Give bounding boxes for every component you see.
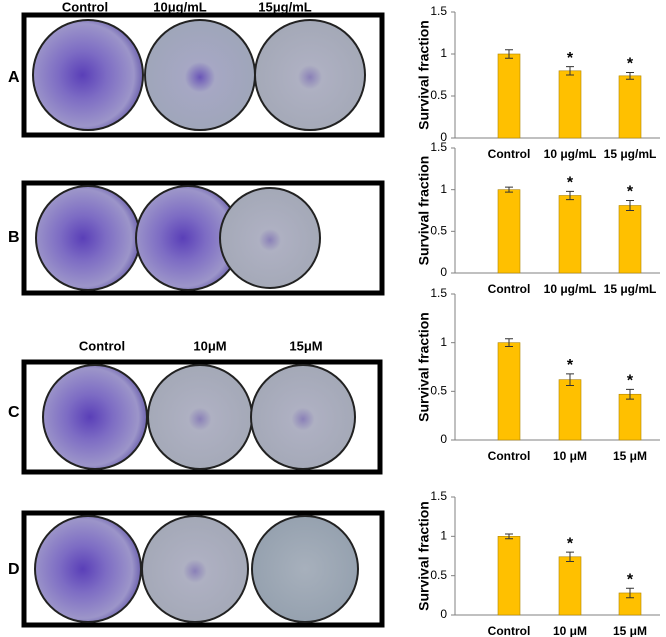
y-tick-label: 0 — [440, 432, 447, 446]
bar — [558, 379, 582, 441]
plate — [147, 364, 253, 470]
error-bar — [566, 66, 574, 76]
y-tick-label: 0.5 — [430, 224, 447, 238]
x-tick-label: 15 μg/mL — [604, 147, 657, 161]
plate — [250, 364, 356, 470]
plate-label: Control — [79, 338, 125, 353]
plate-label: 15μM — [289, 338, 322, 353]
x-tick-label: 10 μM — [553, 449, 587, 463]
y-tick-label: 1 — [440, 335, 447, 349]
x-tick-label: 15 μM — [613, 624, 647, 637]
x-tick-label: Control — [488, 449, 531, 463]
significance-mark: * — [627, 571, 634, 588]
y-tick-label: 1 — [440, 46, 447, 60]
y-tick-label: 1 — [440, 529, 447, 543]
plate — [219, 187, 321, 289]
error-bar — [505, 186, 513, 193]
bar — [618, 205, 642, 274]
y-axis-title: Survival fraction — [416, 156, 432, 266]
significance-mark: * — [567, 357, 574, 374]
bar — [558, 195, 582, 274]
bar — [497, 189, 521, 274]
plate — [144, 19, 256, 131]
plates — [21, 12, 385, 628]
y-tick-label: 1 — [440, 182, 447, 196]
y-tick-label: 1.5 — [430, 489, 447, 503]
x-tick-label: Control — [488, 282, 531, 296]
bar — [558, 70, 582, 139]
y-tick-label: 0.5 — [430, 88, 447, 102]
panel-label: A — [8, 69, 20, 86]
y-axis-title: Survival fraction — [416, 312, 432, 422]
x-tick-label: Control — [488, 147, 531, 161]
bar — [618, 393, 642, 441]
error-bar — [505, 49, 513, 59]
significance-mark: * — [627, 184, 634, 201]
panel-label: B — [8, 229, 20, 246]
x-tick-label: Control — [488, 624, 531, 637]
plate-label: Control — [62, 0, 108, 14]
error-bar — [566, 190, 574, 201]
panel-label: D — [8, 561, 20, 578]
plate — [32, 19, 144, 131]
y-tick-label: 0 — [440, 130, 447, 144]
plate — [251, 515, 359, 623]
bar — [497, 342, 521, 441]
error-bar — [566, 551, 574, 563]
significance-mark: * — [627, 373, 634, 390]
significance-mark: * — [627, 56, 634, 73]
plate — [141, 515, 249, 623]
y-tick-label: 1.5 — [430, 140, 447, 154]
x-tick-label: 15 μg/mL — [604, 282, 657, 296]
y-tick-label: 0.5 — [430, 568, 447, 582]
y-tick-label: 1.5 — [430, 4, 447, 18]
y-tick-label: 0 — [440, 607, 447, 621]
plate-label: 10μg/mL — [153, 0, 207, 14]
error-bar — [626, 587, 634, 599]
y-axis-title: Survival fraction — [416, 501, 432, 611]
x-tick-label: 10 μg/mL — [544, 147, 597, 161]
bar — [618, 75, 642, 139]
significance-mark: * — [567, 535, 574, 552]
plate — [42, 364, 148, 470]
x-tick-label: 15 μM — [613, 449, 647, 463]
plate-label: 15μg/mL — [258, 0, 312, 14]
y-tick-label: 1.5 — [430, 286, 447, 300]
error-bar — [626, 200, 634, 211]
plate-frame — [21, 180, 385, 296]
y-tick-label: 0 — [440, 265, 447, 279]
error-bar — [505, 533, 513, 540]
y-axis-title: Survival fraction — [416, 20, 432, 130]
bar — [497, 536, 521, 616]
error-bar — [626, 388, 634, 400]
x-tick-label: 10 μg/mL — [544, 282, 597, 296]
y-tick-label: 0.5 — [430, 384, 447, 398]
plate — [254, 19, 366, 131]
plate-frame — [21, 359, 383, 475]
plate — [34, 515, 142, 623]
plate-frame — [21, 12, 385, 138]
x-tick-label: 10 μM — [553, 624, 587, 637]
error-bar — [566, 373, 574, 386]
bar — [558, 556, 582, 616]
plate-frame — [21, 510, 385, 628]
significance-mark: * — [567, 175, 574, 192]
error-bar — [626, 71, 634, 80]
plate-label: 10μM — [193, 338, 226, 353]
bar — [497, 53, 521, 139]
error-bar — [505, 338, 513, 348]
significance-mark: * — [567, 50, 574, 67]
plate — [35, 185, 141, 291]
panel-label: C — [8, 404, 20, 421]
